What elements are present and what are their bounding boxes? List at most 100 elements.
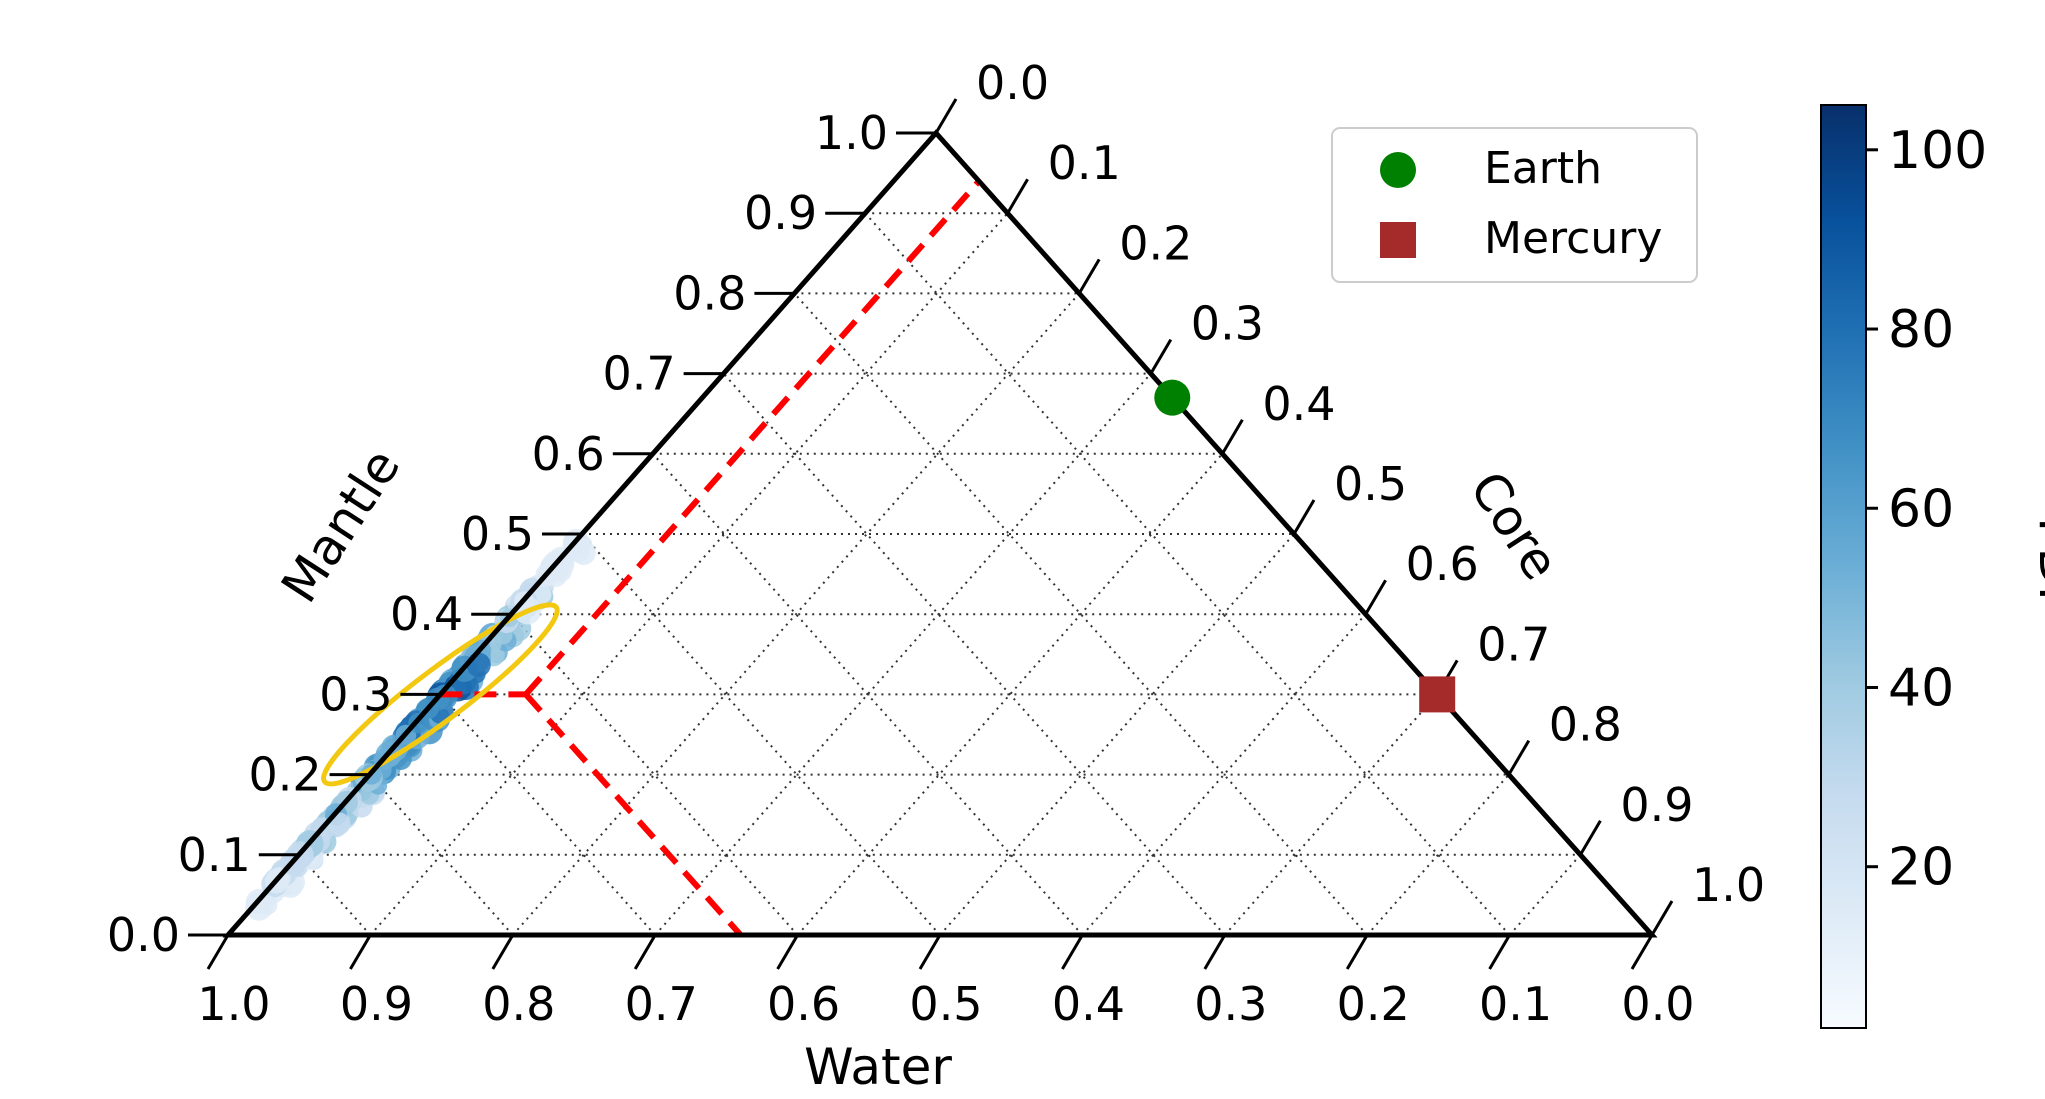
right-tick [1077,258,1101,295]
grid-line-core [1366,773,1510,936]
grid-line-water [581,533,941,936]
right-tick-label: 0.6 [1406,537,1479,591]
bottom-tick [491,934,515,970]
legend-mercury-label: Mercury [1484,213,1662,264]
left-tick-label: 0.2 [248,748,321,802]
bottom-tick-label: 0.6 [767,977,840,1031]
grid-line-water [722,372,1226,936]
grid-line-water [864,212,1511,936]
bottom-axis-label: Water [804,1038,952,1094]
grid-line-core [512,292,1080,936]
left-tick-label: 1.0 [815,106,888,160]
grid-line-water [510,613,799,936]
legend-mercury-marker [1380,222,1416,258]
grid-line-core [369,212,1009,936]
bottom-tick [1345,934,1369,970]
right-tick-label: 0.8 [1549,698,1622,752]
right-tick-label: 1.0 [1692,858,1765,912]
colorbar-tick-label: 40 [1888,658,1954,718]
right-tick [1149,338,1173,375]
right-tick [1221,419,1244,455]
bottom-tick [1630,934,1654,970]
mercury-marker [1419,676,1456,713]
grid-line-core [796,453,1224,936]
right-tick-label: 0.5 [1334,457,1407,511]
grid-line-core [654,372,1152,936]
left-tick-label: 0.5 [461,507,534,561]
right-tick-label: 0.2 [1119,216,1192,270]
left-tick-label: 0.0 [107,908,180,962]
bottom-tick [349,934,372,970]
bottom-tick-label: 0.8 [482,977,555,1031]
right-tick [1006,178,1029,214]
legend-box [1331,127,1698,283]
guide-core-line [523,179,982,697]
bottom-tick [918,934,942,970]
bottom-tick-label: 0.2 [1337,977,1410,1031]
right-tick-label: 0.7 [1477,617,1550,671]
colorbar: 20 40 60 80 100 PDF [1820,104,2045,1029]
bottom-tick-label: 0.9 [340,977,413,1031]
bottom-tick [206,934,230,970]
grid-line-core [1224,693,1438,936]
grid-line-water [439,693,656,936]
right-tick [1650,900,1674,936]
bottom-tick-label: 0.3 [1194,977,1267,1031]
colorbar-tick-label: 80 [1888,300,1954,360]
legend-earth-marker [1380,152,1416,188]
tick-marks [188,98,1674,970]
colorbar-tick-label: 20 [1888,838,1954,898]
reference-markers [1154,379,1456,713]
confidence-ellipse [321,602,560,787]
left-tick-label: 0.6 [532,427,605,481]
left-tick-label: 0.7 [602,347,675,401]
left-tick-label: 0.1 [178,828,251,882]
right-tick-label: 0.0 [976,56,1049,110]
bottom-tick-label: 0.0 [1621,977,1694,1031]
grid-line-core [939,533,1295,936]
left-tick-label: 0.3 [319,667,392,721]
grid-lines [298,212,1582,936]
right-tick-label: 0.1 [1048,136,1121,190]
bottom-tick [1203,934,1227,970]
bottom-tick-label: 0.1 [1479,977,1552,1031]
grid-line-core [1081,613,1367,936]
left-tick-label: 0.4 [390,587,463,641]
colorbar-label: PDF [2028,517,2045,614]
right-tick [1507,739,1531,776]
colorbar-ticks: 20 40 60 80 100 [1866,121,1987,898]
left-tick-label: 0.9 [744,186,817,240]
right-tick-label: 0.3 [1191,297,1264,351]
right-tick [1364,579,1387,615]
bottom-tick [1061,934,1084,970]
bottom-tick-label: 1.0 [197,977,270,1031]
guide-water-line [523,692,743,937]
grid-line-water [368,773,514,936]
grid-line-core [1508,854,1582,936]
pdf-point [466,652,491,678]
bottom-tick [633,934,657,970]
bottom-tick-label: 0.4 [1052,977,1125,1031]
colorbar-tick-label: 100 [1888,121,1987,181]
colorbar-gradient [1820,104,1867,1029]
confidence-ellipse-outline [321,602,560,787]
right-tick [1292,499,1316,535]
grid-line-water [652,453,1084,936]
earth-marker [1154,379,1191,416]
legend-earth-label: Earth [1484,143,1602,194]
tick-labels: 1.0 0.0 0.0 0.9 0.1 0.1 0.8 0.2 0.2 0.7 0.3 0.3 0.6 0… [107,56,1765,1031]
right-tick [934,98,958,134]
right-tick-label: 0.9 [1620,778,1693,832]
bottom-tick [776,934,799,970]
bottom-tick-label: 0.5 [909,977,982,1031]
right-tick-label: 0.4 [1262,377,1335,431]
legend: Earth Mercury [1331,127,1698,283]
pdf-point [257,895,278,915]
right-tick [1579,820,1602,856]
left-tick-label: 0.8 [673,266,746,320]
bottom-tick-label: 0.7 [625,977,698,1031]
bottom-tick [1488,934,1511,970]
colorbar-tick-label: 60 [1888,479,1954,539]
